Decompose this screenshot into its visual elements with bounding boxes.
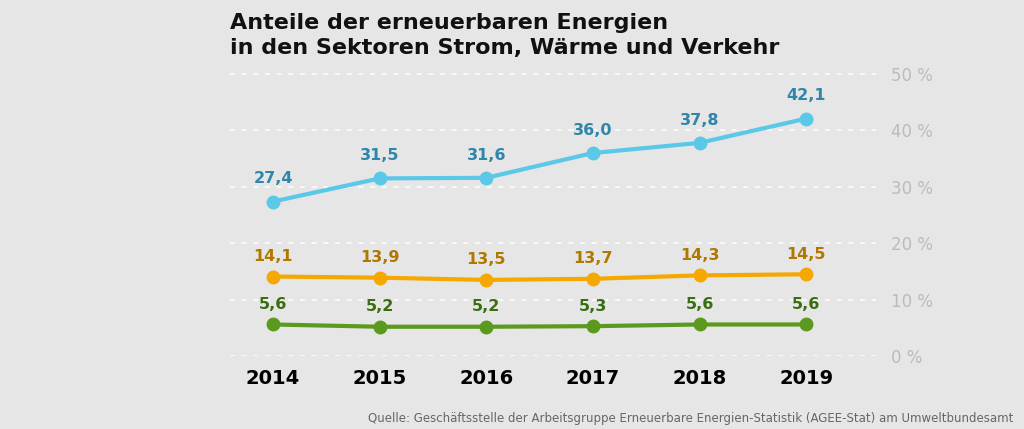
Text: 13,9: 13,9	[359, 250, 399, 265]
Text: Anteile der erneuerbaren Energien
in den Sektoren Strom, Wärme und Verkehr: Anteile der erneuerbaren Energien in den…	[230, 13, 779, 57]
Text: 37,8: 37,8	[680, 112, 719, 127]
Text: 5,2: 5,2	[366, 299, 394, 314]
Text: 5,6: 5,6	[685, 297, 714, 312]
Text: 42,1: 42,1	[786, 88, 826, 103]
Text: 13,7: 13,7	[573, 251, 612, 266]
Text: 36,0: 36,0	[573, 123, 612, 138]
Text: 5,3: 5,3	[579, 299, 607, 314]
Text: Quelle: Geschäftsstelle der Arbeitsgruppe Erneuerbare Energien-Statistik (AGEE-S: Quelle: Geschäftsstelle der Arbeitsgrupp…	[369, 412, 1014, 425]
Text: 14,5: 14,5	[786, 247, 826, 262]
Text: 14,1: 14,1	[253, 249, 293, 264]
Text: 31,6: 31,6	[467, 148, 506, 163]
Text: 5,6: 5,6	[259, 297, 288, 312]
Text: 5,6: 5,6	[792, 297, 820, 312]
Text: 5,2: 5,2	[472, 299, 501, 314]
Text: 27,4: 27,4	[253, 171, 293, 186]
Text: 13,5: 13,5	[467, 252, 506, 267]
Text: 31,5: 31,5	[359, 148, 399, 163]
Text: 14,3: 14,3	[680, 248, 719, 263]
